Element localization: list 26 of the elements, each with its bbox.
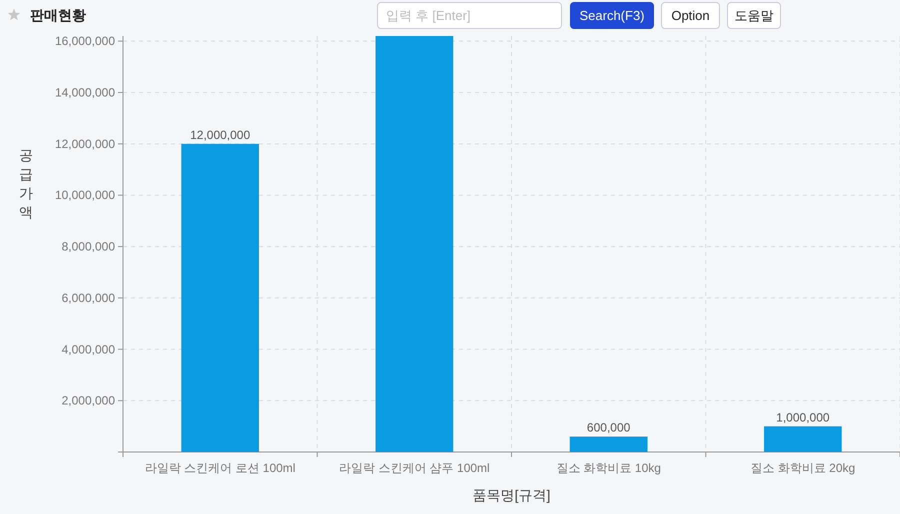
y-tick-label: 12,000,000 <box>54 136 116 151</box>
bar <box>181 144 259 452</box>
text: 도움말 <box>727 2 781 29</box>
x-tick-label: 질소 화학비료 20kg <box>750 461 856 475</box>
text: Search(F3) <box>570 2 654 29</box>
y-tick-label: 16,000,000 <box>54 34 116 48</box>
text: 입력 후 [Enter] <box>377 2 562 29</box>
x-axis-title: 품목명[규격] <box>472 487 550 503</box>
data-label: 600,000 <box>586 420 631 435</box>
x-tick-label: 라일락 스킨케어 샴푸 100ml <box>339 461 490 475</box>
bar <box>764 426 842 452</box>
chart-title: 판매현황 <box>30 7 86 23</box>
bar <box>570 436 648 452</box>
data-label: 12,000,000 <box>190 128 250 142</box>
y-tick-label: 10,000,000 <box>54 188 116 202</box>
data-label: 1,000,000 <box>776 410 830 424</box>
y-tick-label: 4,000,000 <box>62 342 116 356</box>
x-tick-label: 라일락 스킨케어 로션 100ml <box>144 461 296 475</box>
y-axis-title: 공급가액 <box>19 147 33 220</box>
y-tick-label: 14,000,000 <box>54 85 116 100</box>
x-tick-label: 질소 화학비료 10kg <box>556 461 661 475</box>
text: Option <box>661 2 720 29</box>
bar <box>376 36 454 452</box>
y-tick-label: 2,000,000 <box>62 394 116 408</box>
y-tick-label: 8,000,000 <box>62 240 116 254</box>
y-tick-label: 6,000,000 <box>62 290 116 305</box>
